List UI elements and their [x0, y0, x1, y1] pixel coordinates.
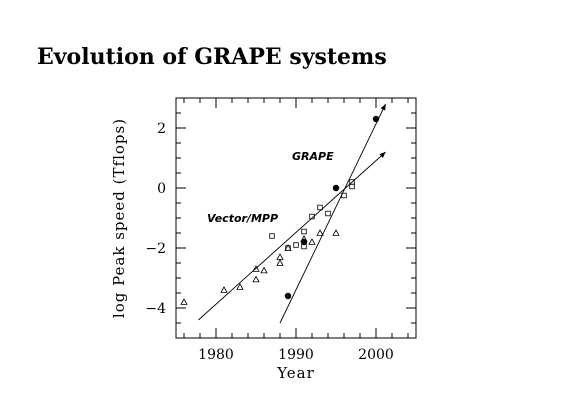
- tick-marks: [176, 98, 416, 338]
- open-triangle-point: [276, 259, 284, 266]
- open-triangle-point: [316, 229, 324, 236]
- open-square-point: [349, 179, 355, 185]
- y-tick-label: −4: [145, 301, 166, 317]
- x-tick-label: 1980: [198, 347, 234, 363]
- open-square-point: [325, 210, 331, 217]
- open-triangle-point: [236, 283, 244, 290]
- open-square-point: [301, 228, 307, 235]
- open-triangle-point: [220, 286, 228, 293]
- open-square-point: [341, 192, 347, 199]
- tick-labels: 1980 1990 2000 −4 −2 0 2: [145, 121, 393, 363]
- trend-arrowhead: [379, 152, 386, 158]
- open-square-point: [301, 243, 307, 250]
- open-square-point: [309, 213, 315, 220]
- data-points: [180, 115, 380, 305]
- filled-circle-point: [332, 184, 340, 192]
- open-triangle-point: [252, 265, 260, 272]
- open-square-point: [285, 245, 291, 251]
- open-triangle-point: [260, 266, 268, 274]
- x-tick-label: 1990: [278, 347, 314, 363]
- open-triangle-point: [308, 238, 316, 245]
- open-square-point: [269, 233, 275, 239]
- filled-circle-point: [372, 115, 380, 123]
- open-triangle-point: [300, 235, 308, 242]
- open-triangle-point: [276, 253, 284, 260]
- open-square-point: [293, 242, 299, 248]
- open-triangle-point: [180, 298, 188, 305]
- page-title: Evolution of GRAPE systems: [37, 44, 387, 70]
- trend-line: [279, 103, 387, 324]
- annotation-vector-mpp: Vector/MPP: [207, 212, 278, 225]
- annotation-grape: GRAPE: [292, 150, 334, 163]
- open-triangle-point: [332, 229, 340, 236]
- y-tick-label: 0: [157, 181, 166, 197]
- y-tick-label: −2: [145, 241, 166, 257]
- filled-circle-point: [284, 292, 292, 300]
- y-axis-label: log Peak speed (Tflops): [110, 118, 128, 318]
- filled-circle-point: [300, 238, 308, 246]
- trend-line: [198, 151, 386, 321]
- open-triangle-point: [252, 275, 260, 283]
- trend-arrowhead: [380, 104, 386, 111]
- open-square-point: [349, 183, 355, 190]
- x-axis-label: Year: [276, 364, 315, 382]
- y-tick-label: 2: [157, 121, 166, 137]
- x-tick-label: 2000: [358, 347, 394, 363]
- open-square-point: [317, 204, 323, 211]
